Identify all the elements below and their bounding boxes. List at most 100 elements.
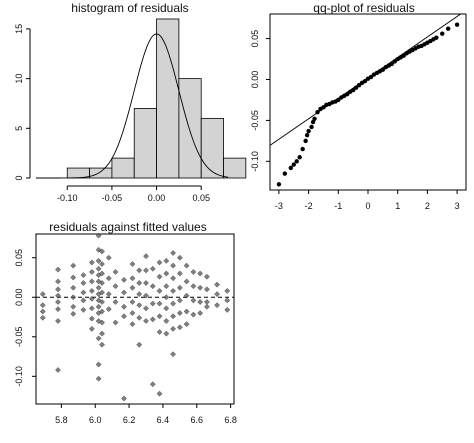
qqplot-point (309, 124, 314, 130)
residual-point (95, 284, 102, 291)
residual-point (204, 273, 210, 280)
residual-point (143, 280, 149, 286)
residual-point (163, 258, 170, 264)
residuals-fitted-x-tick-label: 6.4 (157, 415, 170, 425)
residual-point (88, 295, 95, 302)
residual-point (190, 311, 197, 318)
residual-point (214, 291, 220, 297)
residual-point (112, 319, 119, 326)
residual-point (95, 303, 102, 310)
residual-point (88, 278, 95, 285)
residual-point (39, 308, 46, 315)
residual-point (156, 390, 163, 397)
residual-point (156, 259, 163, 266)
residuals-fitted-axes: 0.05 0.00 -0.05 -0.10 5.8 6.0 6.2 6.4 6.6 6.8 (14, 249, 237, 425)
residual-point (99, 261, 105, 267)
residual-point (112, 269, 119, 275)
residual-point (183, 262, 190, 269)
residual-point (143, 318, 149, 324)
qqplot-y-tick-label: 0.05 (250, 30, 260, 48)
qqplot-point (306, 128, 311, 134)
residual-point (170, 300, 176, 307)
qqplot-point (445, 26, 451, 31)
residual-point (214, 302, 220, 309)
residual-point (214, 281, 220, 288)
residual-point (99, 330, 105, 337)
residual-point (88, 259, 95, 266)
qqplot-point (345, 92, 350, 97)
residual-point (149, 381, 156, 388)
qqplot-x-tick-label: 2 (425, 201, 430, 211)
residual-point (197, 299, 204, 305)
residual-point (95, 258, 102, 264)
residual-point (95, 232, 102, 239)
residual-point (163, 270, 170, 277)
residual-point (149, 316, 156, 323)
histogram-y-tick-label: 15 (14, 24, 24, 34)
residual-point (190, 269, 197, 275)
qqplot-point (315, 110, 320, 115)
residual-point (224, 297, 231, 304)
residual-point (170, 262, 176, 269)
histogram-bar (111, 157, 135, 179)
residual-point (112, 299, 119, 305)
residual-point (55, 292, 61, 299)
qqplot-point (310, 119, 316, 125)
qqplot-point (304, 132, 310, 138)
density-curve (36, 33, 229, 179)
qqplot-x-tick-label: 3 (455, 201, 460, 211)
qqplot-y-tick-label: -0.10 (250, 151, 260, 172)
qqplot-frame (269, 13, 467, 191)
qqplot-x-tick-label: -2 (305, 201, 313, 211)
residual-point (55, 266, 61, 273)
histogram-bar (89, 167, 113, 179)
residual-point (149, 300, 156, 307)
residual-point (129, 284, 136, 291)
qqplot-x-tick-label: 0 (365, 201, 370, 211)
qqplot-x-tick-label: -1 (334, 201, 342, 211)
histogram-y-tick-label: 0 (14, 175, 24, 180)
residual-point (39, 314, 46, 321)
histogram-x-tick-label: -0.10 (57, 193, 78, 203)
residual-point (183, 278, 190, 285)
residual-point (55, 299, 61, 305)
residual-point (55, 278, 61, 285)
residual-point (190, 283, 197, 290)
qqplot-point (353, 85, 359, 90)
residual-point (99, 299, 105, 305)
residual-point (170, 313, 176, 320)
residual-point (70, 284, 77, 291)
qqplot-point (297, 155, 302, 160)
residual-point (170, 250, 176, 256)
histogram-bar (200, 117, 224, 179)
qqplot-point (312, 116, 317, 121)
qqplot-point (291, 162, 296, 167)
residual-point (129, 275, 136, 282)
residual-point (88, 326, 95, 332)
residual-point (170, 275, 176, 282)
residual-point (143, 253, 149, 260)
residual-point (70, 294, 77, 301)
qqplot-point (401, 53, 406, 58)
qqplot-point (288, 165, 293, 171)
residual-point (105, 275, 112, 282)
residual-point (183, 292, 190, 299)
residuals-fitted-x-tick-label: 6.8 (224, 415, 237, 425)
residuals-fitted-x-tick-label: 6.0 (89, 415, 102, 425)
residual-point (99, 280, 105, 286)
residual-point (176, 270, 183, 277)
qqplot-point (434, 35, 439, 40)
residual-point (163, 283, 170, 290)
qqplot-point (350, 87, 356, 93)
residual-point (112, 283, 119, 290)
qqplot-y-tick-label: 0.00 (250, 71, 260, 89)
residual-point (105, 291, 112, 297)
qqplot-point (454, 22, 460, 27)
residual-point (149, 265, 156, 272)
residual-point (99, 341, 105, 348)
residual-point (105, 306, 112, 312)
residual-point (129, 310, 136, 316)
residual-point (121, 395, 127, 402)
density-curve-line (36, 33, 229, 179)
